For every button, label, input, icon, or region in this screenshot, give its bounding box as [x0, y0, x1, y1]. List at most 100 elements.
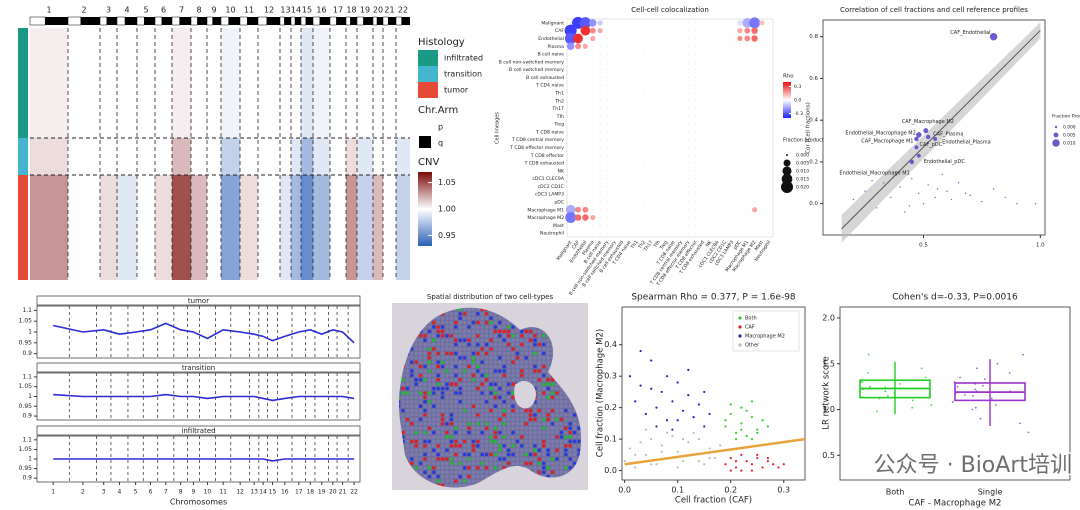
- spot: [546, 461, 550, 466]
- spot: [542, 378, 546, 382]
- spot: [440, 334, 445, 338]
- spot: [480, 325, 485, 329]
- spot: [476, 338, 480, 343]
- spot: [476, 448, 480, 453]
- grid-dot: [680, 76, 682, 78]
- grid-dot: [739, 76, 741, 78]
- dot: [751, 27, 758, 34]
- grid-dot: [673, 108, 675, 110]
- spot: [410, 356, 414, 360]
- spot: [436, 391, 441, 395]
- spot: [506, 408, 511, 413]
- spot: [498, 391, 502, 395]
- spot: [542, 400, 546, 404]
- spot: [546, 448, 550, 453]
- spot: [533, 413, 537, 417]
- dot: [573, 33, 583, 44]
- spot: [568, 413, 572, 417]
- dot: [744, 35, 751, 42]
- spot: [445, 404, 449, 409]
- spot: [476, 342, 480, 347]
- spot: [489, 448, 493, 453]
- grid-dot: [651, 69, 653, 71]
- spot: [537, 426, 542, 431]
- spot: [493, 435, 498, 439]
- spot: [418, 382, 423, 387]
- spot: [493, 325, 498, 329]
- arm-p: [329, 16, 337, 26]
- spot: [427, 342, 432, 347]
- confidence-band: [841, 22, 1041, 243]
- grid-dot: [614, 178, 616, 180]
- spot: [432, 430, 436, 435]
- grid-dot: [695, 201, 697, 203]
- spot: [432, 378, 436, 382]
- arm-q: [305, 17, 313, 25]
- grid-dot: [746, 185, 748, 187]
- spot: [537, 347, 542, 351]
- point: [676, 419, 679, 422]
- spot: [476, 474, 480, 479]
- spot: [423, 404, 427, 409]
- spot: [427, 356, 432, 360]
- spot: [440, 386, 445, 391]
- spot: [427, 325, 432, 329]
- spot: [511, 342, 515, 347]
- spot: [511, 382, 515, 387]
- spot: [546, 439, 550, 444]
- spot: [423, 400, 427, 404]
- grid-dot: [651, 37, 653, 39]
- grid-dot: [761, 162, 763, 164]
- grid-dot: [724, 53, 726, 55]
- arm-q: [179, 17, 191, 25]
- grid-dot: [702, 193, 704, 195]
- grid-dot: [584, 69, 586, 71]
- point: [644, 453, 647, 456]
- grid-dot: [768, 100, 770, 102]
- grid-dot: [584, 170, 586, 172]
- grid-dot: [695, 100, 697, 102]
- grid-dot: [768, 92, 770, 94]
- grid-dot: [695, 224, 697, 226]
- spot: [467, 342, 471, 347]
- spot: [436, 457, 441, 461]
- spot: [427, 444, 432, 448]
- spot: [440, 329, 445, 334]
- spot: [436, 360, 441, 365]
- row-label: CAF: [555, 28, 564, 34]
- spot: [484, 430, 489, 435]
- spot: [418, 395, 423, 400]
- grid-dot: [621, 45, 623, 47]
- spot: [410, 382, 414, 387]
- spot: [445, 422, 449, 426]
- grid-dot: [570, 92, 572, 94]
- spot: [564, 422, 568, 426]
- spot: [454, 342, 458, 347]
- spot: [542, 461, 546, 466]
- spot: [454, 457, 458, 461]
- spot: [511, 452, 515, 457]
- row-label: NK: [558, 168, 565, 174]
- grid-dot: [717, 45, 719, 47]
- spot: [498, 417, 502, 422]
- cnv-line: [53, 458, 355, 462]
- grid-dot: [673, 61, 675, 63]
- size-label: 0.010: [1063, 141, 1076, 147]
- spot: [454, 417, 458, 422]
- spot: [414, 386, 419, 391]
- arm-p: [171, 16, 180, 26]
- spot: [511, 364, 515, 369]
- spot: [476, 320, 480, 325]
- cnv-line: [52, 322, 355, 344]
- spot: [546, 413, 550, 417]
- cnv-cell: [357, 175, 373, 280]
- spot: [427, 334, 432, 338]
- spot: [511, 378, 515, 382]
- grid-dot: [673, 232, 675, 234]
- spot: [418, 360, 423, 365]
- spot: [436, 378, 441, 382]
- spot: [542, 439, 546, 444]
- grid-dot: [629, 76, 631, 78]
- spot: [467, 307, 471, 312]
- spot: [511, 448, 515, 453]
